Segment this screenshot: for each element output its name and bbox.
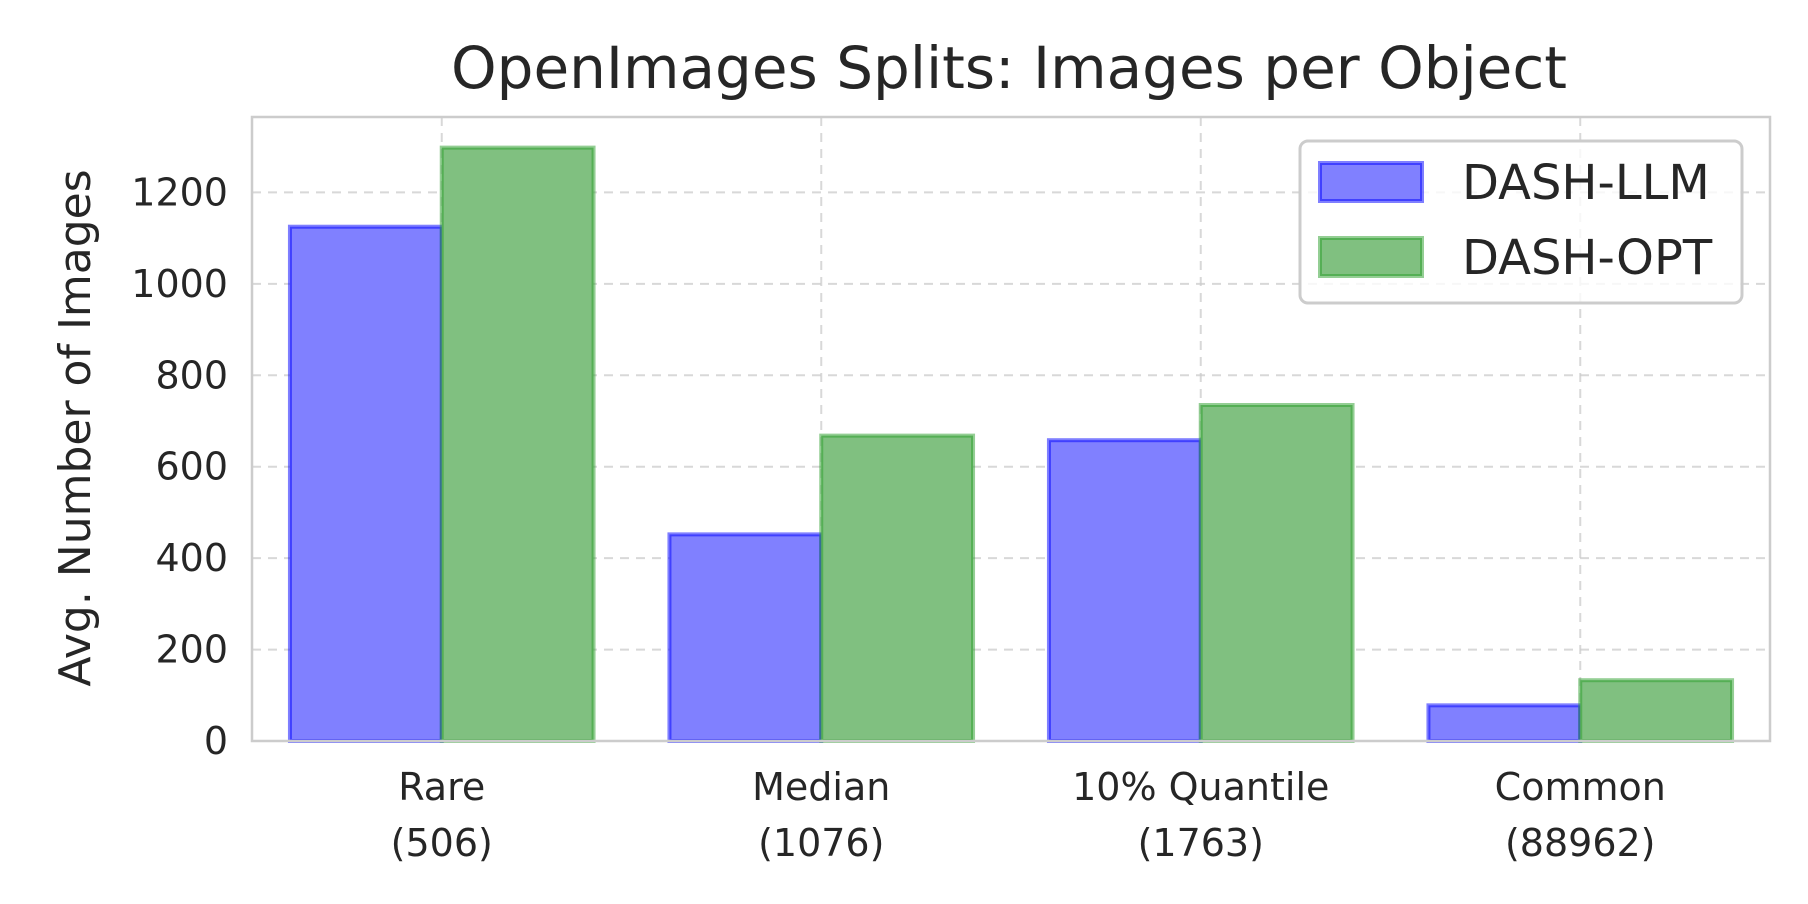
axis-ticks: 0 200 400 600 800 1000 1200 Rare (506) Median (107… [131,170,1666,865]
legend-swatch-dash-llm [1318,161,1424,203]
bar-dash-opt-1 [819,433,976,743]
y-tick-label: 400 [155,536,228,580]
bar-dash-opt-2 [1198,403,1355,743]
bar-dash-opt-0 [439,145,596,743]
legend-label-dash-opt: DASH-OPT [1462,230,1713,286]
chart-title: OpenImages Splits: Images per Object [451,34,1567,102]
x-tick-label: (1076) [758,821,884,865]
x-tick-label: Median [752,765,890,809]
plot-frame [250,115,1772,743]
x-tick-label: (88962) [1505,821,1656,865]
bar-dash-opt-3 [1578,678,1735,744]
x-tick-label: Common [1495,765,1666,809]
x-tick-label: (1763) [1138,821,1264,865]
bars [287,145,1735,744]
bar-dash-llm-1 [667,532,824,743]
legend-swatch-dash-opt [1318,236,1424,278]
y-tick-label: 600 [155,445,228,489]
bar-dash-llm-0 [287,224,444,743]
y-axis-label: Avg. Number of Images [50,169,101,686]
y-tick-label: 1200 [131,170,228,214]
x-tick-label: 10% Quantile [1072,765,1329,809]
legend: DASH-LLM DASH-OPT [1298,139,1744,305]
legend-label-dash-llm: DASH-LLM [1462,155,1710,211]
y-tick-label: 0 [204,719,228,763]
y-tick-label: 200 [155,628,228,672]
y-tick-label: 1000 [131,262,228,306]
y-tick-label: 800 [155,353,228,397]
x-tick-label: Rare [398,765,485,809]
bar-dash-llm-2 [1046,438,1203,743]
x-tick-label: (506) [391,821,493,865]
bar-dash-llm-3 [1426,703,1583,743]
